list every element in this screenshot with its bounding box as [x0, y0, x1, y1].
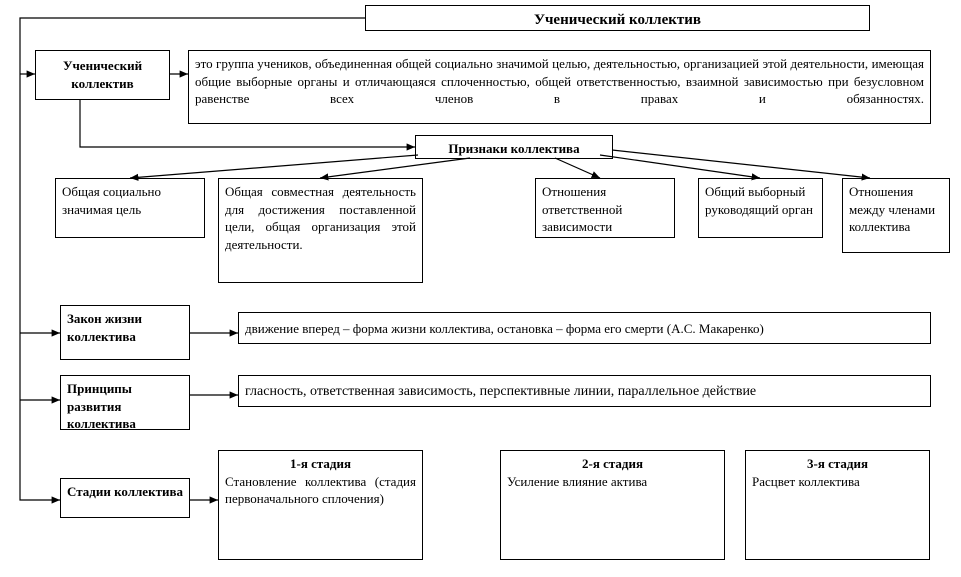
stage-2-heading: 2-я стадия: [507, 455, 718, 473]
feature-4: Общий выборный руководящий орган: [698, 178, 823, 238]
stages-label: Стадии коллектива: [60, 478, 190, 518]
stage-3: 3-я стадия Расцвет коллектива: [745, 450, 930, 560]
stage-3-heading: 3-я стадия: [752, 455, 923, 473]
definition-box: это группа учеников, объединенная общей …: [188, 50, 931, 124]
feature-3: Отношения ответственной зависимости: [535, 178, 675, 238]
feature-1: Общая социально значимая цель: [55, 178, 205, 238]
stage-2: 2-я стадия Усиление влияние актива: [500, 450, 725, 560]
principles-text: гласность, ответственная зависимость, пе…: [238, 375, 931, 407]
law-text: движение вперед – форма жизни коллектива…: [238, 312, 931, 344]
stage-1-heading: 1-я стадия: [225, 455, 416, 473]
stage-3-text: Расцвет коллектива: [752, 473, 923, 491]
law-label: Закон жизни коллектива: [60, 305, 190, 360]
principles-label: Принципы развития коллектива: [60, 375, 190, 430]
stage-1-text: Становление коллектива (стадия первонача…: [225, 473, 416, 508]
uk-label-text: Ученический коллектив: [42, 57, 163, 92]
title-box: Ученический коллектив: [365, 5, 870, 31]
features-box: Признаки коллектива: [415, 135, 613, 159]
stage-2-text: Усиление влияние актива: [507, 473, 718, 491]
uk-label-box: Ученический коллектив: [35, 50, 170, 100]
feature-5: Отношения между членами коллектива: [842, 178, 950, 253]
feature-2: Общая совместная деятельность для достиж…: [218, 178, 423, 283]
stage-1: 1-я стадия Становление коллектива (стади…: [218, 450, 423, 560]
